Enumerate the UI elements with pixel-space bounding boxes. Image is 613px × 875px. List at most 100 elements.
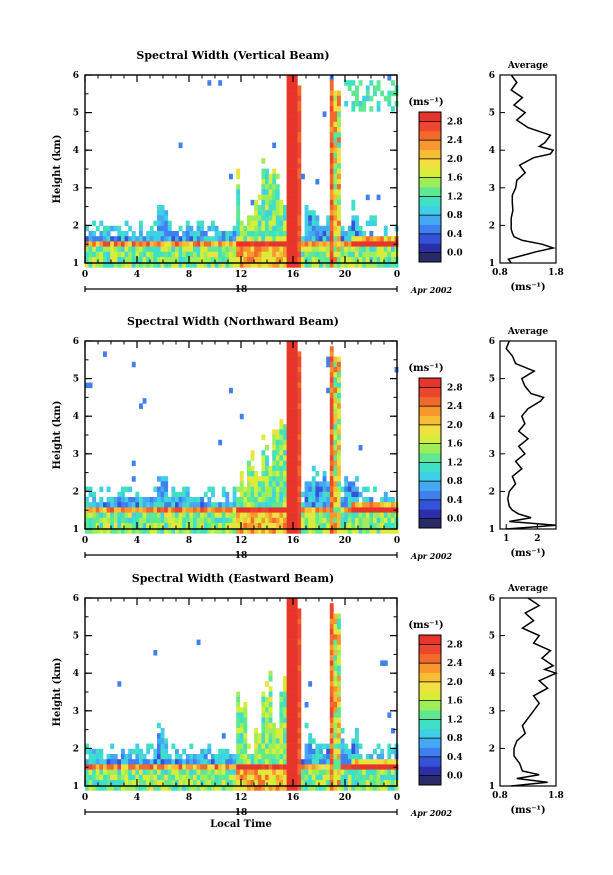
heatmap-cell xyxy=(322,236,327,242)
heatmap-cell xyxy=(333,241,338,247)
heatmap-cell xyxy=(351,523,356,529)
heatmap-cell xyxy=(344,481,349,487)
heatmap-cell xyxy=(149,774,154,781)
heatmap-cell xyxy=(304,780,309,786)
colorbar-tick-label: 2.4 xyxy=(447,136,463,146)
heatmap-cell xyxy=(293,163,298,169)
heatmap-cell xyxy=(203,774,208,781)
heatmap-cell xyxy=(207,780,212,786)
heatmap-cell xyxy=(347,769,352,776)
heatmap-cell xyxy=(290,398,295,404)
heatmap-cell xyxy=(153,759,158,765)
heatmap-cell xyxy=(92,517,97,524)
heatmap-cell xyxy=(387,236,392,242)
heatmap-cell xyxy=(308,769,313,776)
heatmap-cell xyxy=(297,220,302,227)
heatmap-cell xyxy=(261,455,266,461)
heatmap-cell xyxy=(124,251,129,258)
heatmap-cell xyxy=(311,257,316,263)
heatmap-cell xyxy=(297,523,302,529)
heatmap-cell xyxy=(207,759,212,765)
colorbar-swatch xyxy=(419,187,441,197)
heatmap-cell xyxy=(293,439,298,446)
heatmap-cell xyxy=(164,225,169,232)
heatmap-cell xyxy=(110,236,115,242)
heatmap-cell xyxy=(135,246,140,253)
heatmap-cell xyxy=(391,523,395,529)
heatmap-cell xyxy=(157,754,161,760)
heatmap-cell xyxy=(337,95,341,102)
heatmap-cell xyxy=(290,722,295,729)
colorbar-tick-label: 0.4 xyxy=(447,496,463,506)
heatmap-cell xyxy=(373,236,377,242)
heatmap-cell xyxy=(301,759,305,765)
heatmap-cell xyxy=(128,512,133,519)
heatmap-cell xyxy=(164,476,169,482)
heatmap-cell xyxy=(286,121,291,128)
heatmap-cell xyxy=(236,486,241,493)
heatmap-cell xyxy=(337,639,341,646)
heatmap-cell xyxy=(182,251,187,258)
heatmap-cell xyxy=(157,491,161,498)
heatmap-cell xyxy=(286,142,291,149)
heatmap-cell xyxy=(373,512,377,519)
heatmap-cell xyxy=(272,460,277,467)
heatmap-cell xyxy=(369,215,374,221)
heatmap-cell xyxy=(293,158,298,164)
heatmap-cell xyxy=(239,780,244,786)
heatmap-cell xyxy=(283,774,287,781)
heatmap-cell xyxy=(182,764,187,770)
heatmap-cell xyxy=(214,225,219,232)
heatmap-cell xyxy=(193,507,197,513)
heatmap-cell xyxy=(117,257,122,263)
heatmap-cell xyxy=(193,231,197,237)
heatmap-cell xyxy=(286,728,291,734)
heatmap-cell xyxy=(340,774,345,781)
heatmap-cell xyxy=(290,199,295,206)
heatmap-cell xyxy=(286,491,291,498)
heatmap-cell xyxy=(218,251,223,258)
heatmap-cell xyxy=(254,220,259,227)
heatmap-cell xyxy=(85,780,89,786)
heatmap-cell xyxy=(236,512,241,519)
heatmap-cell xyxy=(290,341,295,347)
heatmap-cell xyxy=(373,517,377,524)
heatmap-cell xyxy=(268,199,273,206)
heatmap-cell xyxy=(153,486,158,493)
heatmap-cell xyxy=(229,173,233,180)
heatmap-cell xyxy=(326,759,331,765)
heatmap-cell xyxy=(362,236,367,242)
heatmap-cell xyxy=(293,681,298,687)
heatmap-cell xyxy=(171,246,176,253)
heatmap-cell xyxy=(290,121,295,128)
heatmap-cell xyxy=(347,246,352,253)
heatmap-cell xyxy=(95,262,100,268)
heatmap-cell xyxy=(268,262,273,268)
heatmap-cell xyxy=(293,168,298,175)
heatmap-cell xyxy=(254,476,259,482)
heatmap-cell xyxy=(178,236,183,242)
heatmap-cell xyxy=(261,210,266,216)
heatmap-cell xyxy=(308,743,313,750)
heatmap-cell xyxy=(160,236,165,242)
heatmap-cell xyxy=(286,629,291,635)
heatmap-cell xyxy=(214,523,219,529)
heatmap-cell xyxy=(355,764,359,770)
heatmap-cell xyxy=(293,748,298,755)
heatmap-cell xyxy=(261,199,266,206)
heatmap-cell xyxy=(283,262,287,268)
heatmap-cell xyxy=(275,199,280,206)
heatmap-cell xyxy=(189,774,194,781)
heatmap-cell xyxy=(124,497,129,503)
heatmap-cell xyxy=(135,497,140,503)
profile-y-tick-label: 1 xyxy=(489,259,495,269)
heatmap-cell xyxy=(103,236,107,242)
heatmap-cell xyxy=(128,780,133,786)
heatmap-cell xyxy=(369,512,374,519)
heatmap-cell xyxy=(95,507,100,513)
heatmap-cell xyxy=(283,460,287,467)
heatmap-cell xyxy=(257,785,262,791)
heatmap-cell xyxy=(293,121,298,128)
heatmap-cell xyxy=(185,231,190,237)
